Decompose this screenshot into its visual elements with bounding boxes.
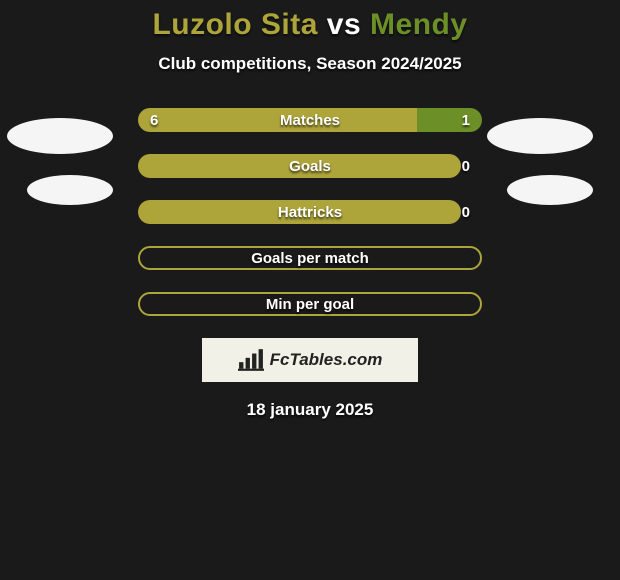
avatar-left-large xyxy=(7,118,113,154)
vs-text: vs xyxy=(327,8,361,41)
player2-name: Mendy xyxy=(370,8,468,41)
watermark: FcTables.com xyxy=(202,338,418,382)
stat-row-goals: Goals0 xyxy=(138,154,482,178)
stat-value-left: 6 xyxy=(150,108,158,132)
stat-label: Goals per match xyxy=(140,248,480,268)
stat-row-min-per-goal: Min per goal xyxy=(138,292,482,316)
stat-row-goals-per-match: Goals per match xyxy=(138,246,482,270)
bar-chart-icon xyxy=(238,349,264,371)
stat-value-right: 1 xyxy=(462,108,470,132)
player1-name: Luzolo Sita xyxy=(152,8,318,41)
avatar-right-small xyxy=(507,175,593,205)
stat-value-right: 0 xyxy=(462,154,470,178)
stat-row-matches: Matches6 1 xyxy=(138,108,482,132)
watermark-text: FcTables.com xyxy=(270,350,383,370)
stat-label: Min per goal xyxy=(140,294,480,314)
avatar-left-small xyxy=(27,175,113,205)
stat-label: Goals xyxy=(138,154,482,178)
stat-label: Hattricks xyxy=(138,200,482,224)
stat-row-hattricks: Hattricks0 xyxy=(138,200,482,224)
subtitle: Club competitions, Season 2024/2025 xyxy=(0,54,620,74)
date-text: 18 january 2025 xyxy=(0,400,620,420)
stat-value-right: 0 xyxy=(462,200,470,224)
avatar-right-large xyxy=(487,118,593,154)
comparison-title: Luzolo Sita vs Mendy xyxy=(0,0,620,42)
stat-label: Matches xyxy=(138,108,482,132)
